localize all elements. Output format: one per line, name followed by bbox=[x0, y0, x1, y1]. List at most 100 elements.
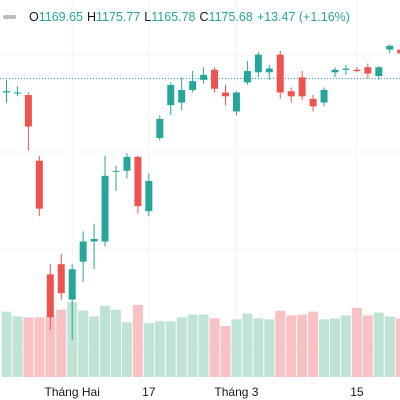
candle-body bbox=[309, 98, 317, 107]
candle bbox=[13, 86, 21, 97]
candle bbox=[353, 67, 361, 73]
volume-bar bbox=[154, 321, 165, 377]
candle-body bbox=[342, 68, 350, 70]
candle-body bbox=[276, 54, 284, 93]
candle bbox=[24, 92, 32, 151]
candle-body bbox=[320, 89, 328, 103]
volume-bar bbox=[198, 314, 209, 377]
x-tick-label: Tháng Hai bbox=[45, 385, 100, 399]
candle bbox=[265, 64, 273, 80]
candle-body bbox=[156, 119, 164, 138]
candle-body bbox=[254, 54, 262, 73]
volume-bar bbox=[176, 317, 187, 377]
candle-body bbox=[35, 160, 43, 209]
x-tick-label: Tháng 3 bbox=[214, 385, 258, 399]
volume-bar bbox=[308, 311, 319, 377]
candle bbox=[375, 65, 383, 80]
volume-bar bbox=[297, 314, 308, 377]
candle bbox=[222, 84, 229, 106]
candle-body bbox=[112, 170, 120, 172]
candle-body bbox=[57, 264, 65, 294]
candle-body bbox=[200, 74, 208, 80]
candle bbox=[90, 223, 98, 270]
volume-bar bbox=[78, 310, 89, 377]
candle-body bbox=[353, 69, 361, 72]
candle-body bbox=[3, 91, 10, 93]
candle-body bbox=[189, 81, 197, 90]
low-value: 1165.78 bbox=[151, 10, 196, 24]
volume-bar bbox=[351, 307, 362, 377]
candle-body bbox=[243, 71, 251, 83]
candle bbox=[57, 254, 65, 300]
candle bbox=[320, 87, 328, 107]
candle bbox=[3, 79, 10, 103]
volume-bar bbox=[23, 317, 34, 377]
volume-bar bbox=[165, 321, 176, 377]
x-tick-label: 17 bbox=[142, 385, 156, 399]
candles bbox=[3, 44, 400, 340]
candle-body bbox=[167, 84, 175, 106]
candle-body bbox=[123, 156, 131, 171]
volume-bar bbox=[384, 316, 395, 377]
candle-body bbox=[145, 180, 153, 212]
volume-bar bbox=[132, 304, 143, 377]
candle-body bbox=[211, 69, 219, 89]
candle-body bbox=[24, 95, 32, 127]
candle bbox=[123, 153, 131, 179]
candle bbox=[397, 49, 400, 54]
volume-bar bbox=[143, 323, 154, 377]
candle-body bbox=[397, 49, 400, 54]
candle-body bbox=[331, 69, 339, 73]
volume-bar bbox=[253, 318, 264, 377]
candle-body bbox=[101, 175, 109, 242]
candle-body bbox=[90, 238, 98, 242]
candle bbox=[364, 63, 372, 79]
volume-bar bbox=[34, 317, 45, 377]
collapse-legend-icon[interactable] bbox=[3, 15, 16, 19]
candle-body bbox=[287, 91, 295, 97]
candle bbox=[101, 155, 109, 247]
volume-bar bbox=[187, 314, 198, 377]
ohlc-legend: O1169.65 H1175.77 L1165.78 C1175.68 +13.… bbox=[0, 6, 350, 28]
volume-bar bbox=[330, 318, 340, 377]
candle-body bbox=[386, 45, 394, 50]
volume-bar bbox=[89, 316, 100, 377]
candle-body bbox=[375, 67, 383, 77]
volume-bar bbox=[275, 310, 286, 377]
volume-bar bbox=[56, 309, 67, 377]
candle-body bbox=[134, 156, 142, 207]
x-tick-label: 15 bbox=[350, 385, 364, 399]
candle bbox=[134, 155, 142, 214]
candle bbox=[200, 67, 208, 84]
volume-bar bbox=[111, 309, 121, 377]
candle-body bbox=[364, 67, 372, 74]
volume-bar bbox=[340, 315, 351, 377]
close-value: 1175.68 bbox=[208, 10, 253, 24]
candle-body bbox=[13, 92, 21, 94]
candle bbox=[178, 77, 186, 111]
candle bbox=[254, 52, 262, 78]
volume-bar bbox=[100, 305, 111, 377]
candle-body bbox=[178, 89, 186, 103]
candle bbox=[79, 231, 87, 282]
volume-bar bbox=[362, 315, 373, 377]
candle-body bbox=[222, 92, 229, 97]
candle-body bbox=[232, 92, 240, 112]
candle bbox=[298, 71, 306, 101]
volume-bars bbox=[1, 302, 400, 377]
high-value: 1175.77 bbox=[96, 10, 141, 24]
candle bbox=[309, 95, 317, 112]
volume-bar bbox=[264, 319, 275, 377]
candle bbox=[211, 67, 219, 93]
volume-bar bbox=[231, 319, 242, 377]
candle bbox=[276, 50, 284, 99]
open-value: 1169.65 bbox=[38, 10, 83, 24]
candle bbox=[189, 71, 197, 93]
candle bbox=[287, 87, 295, 103]
volume-bar bbox=[121, 322, 132, 377]
candle bbox=[243, 60, 251, 85]
candle-body bbox=[298, 77, 306, 97]
candle-body bbox=[265, 68, 273, 73]
candle bbox=[386, 44, 394, 54]
